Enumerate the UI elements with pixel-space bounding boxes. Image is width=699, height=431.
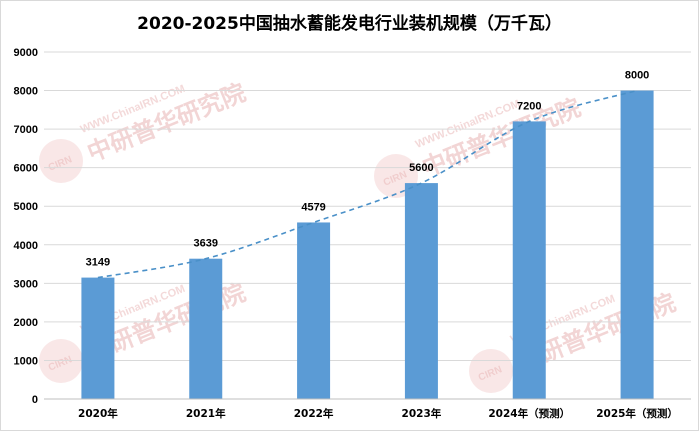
x-tick-label: 2022年 [294,407,334,420]
data-label: 3149 [86,257,110,269]
x-tick-label: 2020年 [78,407,118,420]
y-tick-label: 1000 [14,355,38,367]
x-tick-label: 2025年（预测） [596,407,678,420]
bar [620,90,654,400]
bar [404,183,438,399]
x-tick-label: 2021年 [186,407,226,420]
bar [81,277,115,399]
watermark-logo-icon [39,139,83,183]
bar [189,258,223,399]
bar [512,121,546,400]
data-label: 5600 [409,162,433,174]
x-tick-label: 2023年 [402,407,442,420]
x-tick-label: 2024年（预测） [488,407,570,420]
data-label: 3639 [194,238,218,250]
y-tick-label: 0 [32,394,38,406]
data-label: 8000 [625,70,649,82]
y-tick-label: 9000 [14,47,38,59]
y-tick-label: 8000 [14,86,38,98]
chart-title: 2020-2025中国抽水蓄能发电行业装机规模（万千瓦） [137,14,562,34]
data-label: 4579 [301,201,325,213]
data-label: 7200 [517,100,541,112]
y-tick-label: 5000 [14,201,38,213]
watermark-logo-icon [39,339,83,383]
y-tick-label: 6000 [14,163,38,175]
y-tick-label: 3000 [14,278,38,290]
y-tick-label: 2000 [14,317,38,329]
bar [297,222,331,399]
y-tick-label: 7000 [14,124,38,136]
y-tick-label: 4000 [14,240,38,252]
